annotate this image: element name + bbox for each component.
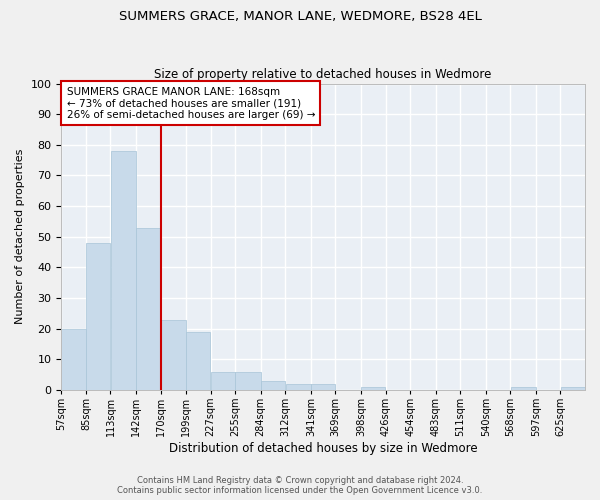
Title: Size of property relative to detached houses in Wedmore: Size of property relative to detached ho… (154, 68, 492, 81)
Y-axis label: Number of detached properties: Number of detached properties (15, 149, 25, 324)
Text: SUMMERS GRACE, MANOR LANE, WEDMORE, BS28 4EL: SUMMERS GRACE, MANOR LANE, WEDMORE, BS28… (119, 10, 481, 23)
Bar (161, 320, 186, 390)
Bar (261, 381, 285, 390)
Bar (235, 372, 260, 390)
Bar (361, 387, 385, 390)
Bar (511, 387, 536, 390)
Bar (136, 228, 160, 390)
Text: SUMMERS GRACE MANOR LANE: 168sqm
← 73% of detached houses are smaller (191)
26% : SUMMERS GRACE MANOR LANE: 168sqm ← 73% o… (67, 86, 315, 120)
Bar (311, 384, 335, 390)
Text: Contains HM Land Registry data © Crown copyright and database right 2024.
Contai: Contains HM Land Registry data © Crown c… (118, 476, 482, 495)
Bar (286, 384, 311, 390)
X-axis label: Distribution of detached houses by size in Wedmore: Distribution of detached houses by size … (169, 442, 478, 455)
Bar (61, 328, 86, 390)
Bar (86, 243, 110, 390)
Bar (560, 387, 585, 390)
Bar (111, 151, 136, 390)
Bar (211, 372, 235, 390)
Bar (186, 332, 211, 390)
